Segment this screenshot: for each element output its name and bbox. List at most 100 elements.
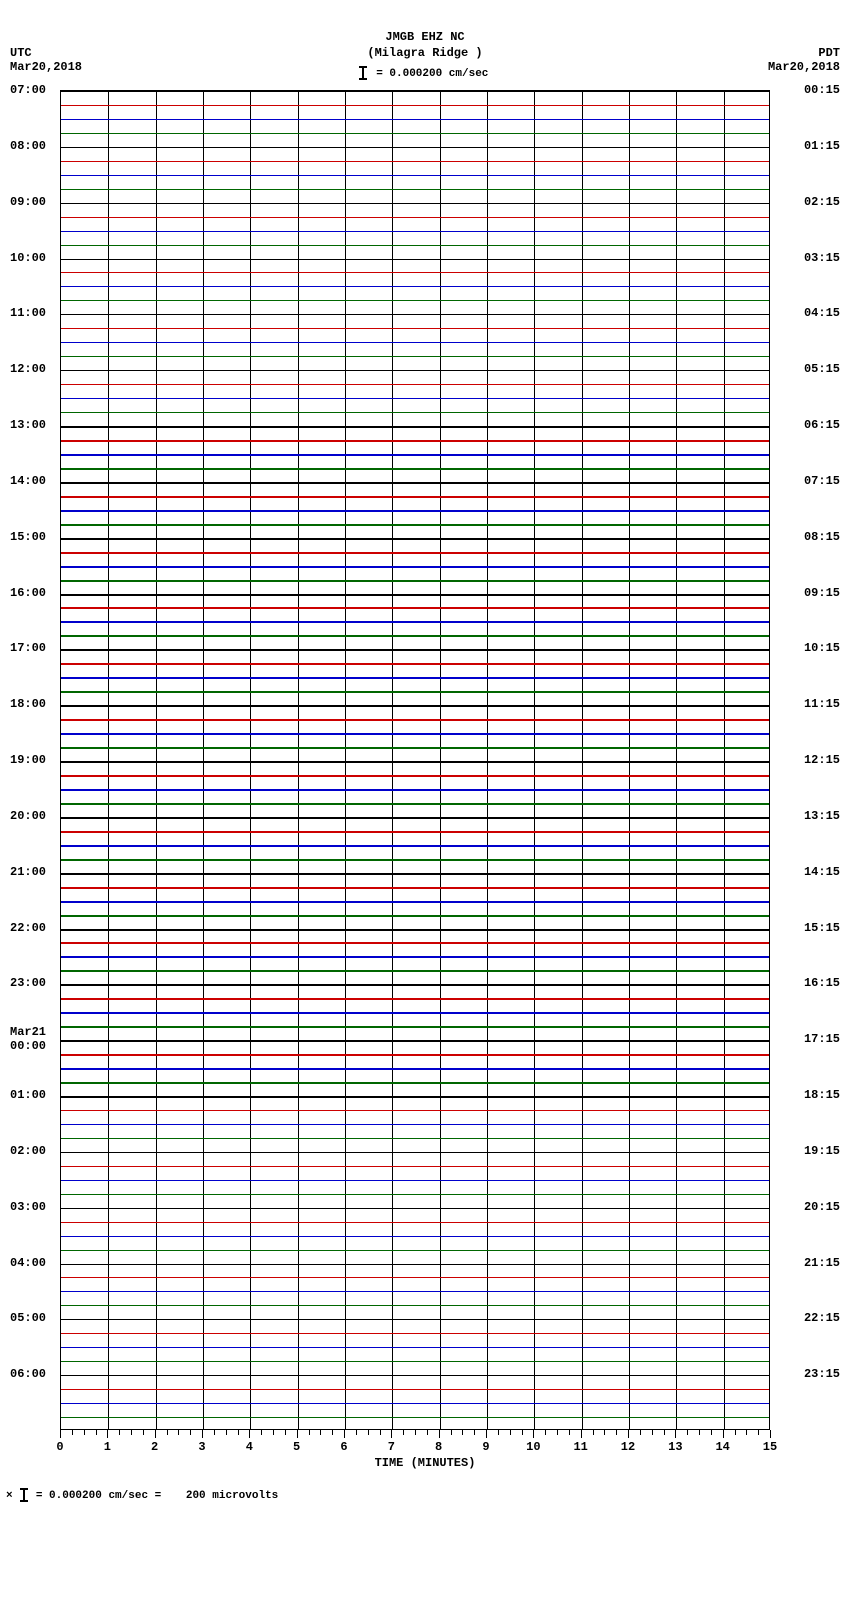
scale-bar-icon bbox=[362, 66, 364, 80]
x-tick-minor bbox=[273, 1430, 274, 1435]
pdt-time-label: 17:15 bbox=[804, 1032, 840, 1046]
seismic-trace bbox=[61, 1250, 769, 1251]
x-tick-minor bbox=[699, 1430, 700, 1435]
x-tick-minor bbox=[119, 1430, 120, 1435]
utc-time-label: 21:00 bbox=[10, 865, 46, 879]
seismic-trace bbox=[61, 1026, 769, 1028]
seismic-trace bbox=[61, 1319, 769, 1320]
seismic-trace bbox=[61, 831, 769, 833]
x-tick-label: 3 bbox=[198, 1440, 205, 1454]
utc-time-label: 18:00 bbox=[10, 697, 46, 711]
x-tick-label: 6 bbox=[340, 1440, 347, 1454]
seismic-trace bbox=[61, 259, 769, 260]
pdt-time-label: 11:15 bbox=[804, 697, 840, 711]
vertical-gridline bbox=[676, 91, 677, 1429]
vertical-gridline bbox=[108, 91, 109, 1429]
x-tick-minor bbox=[640, 1430, 641, 1435]
seismic-trace bbox=[61, 510, 769, 512]
seismic-trace bbox=[61, 217, 769, 218]
seismic-trace bbox=[61, 566, 769, 568]
seismic-trace bbox=[61, 929, 769, 931]
seismic-trace bbox=[61, 1264, 769, 1265]
utc-time-label: 06:00 bbox=[10, 1367, 46, 1381]
seismic-trace bbox=[61, 412, 769, 413]
chart-header: JMGB EHZ NC (Milagra Ridge ) bbox=[0, 30, 850, 60]
seismic-trace bbox=[61, 942, 769, 944]
seismic-trace bbox=[61, 272, 769, 273]
seismic-trace bbox=[61, 775, 769, 777]
seismic-trace bbox=[61, 328, 769, 329]
x-tick-minor bbox=[711, 1430, 712, 1435]
x-tick-minor bbox=[131, 1430, 132, 1435]
seismic-trace bbox=[61, 956, 769, 958]
seismic-trace bbox=[61, 314, 769, 315]
x-tick-minor bbox=[309, 1430, 310, 1435]
x-tick-label: 7 bbox=[388, 1440, 395, 1454]
x-tick-minor bbox=[84, 1430, 85, 1435]
x-tick-minor bbox=[190, 1430, 191, 1435]
x-tick-minor bbox=[498, 1430, 499, 1435]
x-tick-major bbox=[249, 1430, 250, 1438]
seismic-trace bbox=[61, 105, 769, 106]
scale-indicator: = 0.000200 cm/sec bbox=[0, 66, 850, 80]
seismic-trace bbox=[61, 454, 769, 456]
vertical-gridline bbox=[724, 91, 725, 1429]
x-tick-major bbox=[675, 1430, 676, 1438]
x-tick-minor bbox=[403, 1430, 404, 1435]
seismic-trace bbox=[61, 1194, 769, 1195]
seismic-trace bbox=[61, 370, 769, 371]
x-tick-label: 14 bbox=[715, 1440, 729, 1454]
seismic-trace bbox=[61, 1403, 769, 1404]
utc-time-label: 12:00 bbox=[10, 362, 46, 376]
x-tick-major bbox=[533, 1430, 534, 1438]
x-tick-label: 11 bbox=[573, 1440, 587, 1454]
x-tick-minor bbox=[522, 1430, 523, 1435]
pdt-time-label: 22:15 bbox=[804, 1311, 840, 1325]
seismic-trace bbox=[61, 789, 769, 791]
seismic-trace bbox=[61, 1291, 769, 1292]
vertical-gridline bbox=[392, 91, 393, 1429]
seismic-trace bbox=[61, 398, 769, 399]
utc-time-label: 01:00 bbox=[10, 1088, 46, 1102]
utc-time-label: 14:00 bbox=[10, 474, 46, 488]
x-tick-major bbox=[155, 1430, 156, 1438]
vertical-gridline bbox=[440, 91, 441, 1429]
footer-text-left: = 0.000200 cm/sec = bbox=[36, 1490, 161, 1502]
x-tick-minor bbox=[72, 1430, 73, 1435]
x-tick-minor bbox=[652, 1430, 653, 1435]
seismic-trace bbox=[61, 1305, 769, 1306]
pdt-time-label: 12:15 bbox=[804, 753, 840, 767]
seismic-trace bbox=[61, 594, 769, 596]
utc-time-label: 17:00 bbox=[10, 641, 46, 655]
utc-time-label: 22:00 bbox=[10, 921, 46, 935]
utc-time-label: 02:00 bbox=[10, 1144, 46, 1158]
x-tick-label: 13 bbox=[668, 1440, 682, 1454]
seismic-trace bbox=[61, 719, 769, 721]
x-tick-minor bbox=[320, 1430, 321, 1435]
x-tick-label: 15 bbox=[763, 1440, 777, 1454]
x-tick-major bbox=[391, 1430, 392, 1438]
seismic-trace bbox=[61, 482, 769, 484]
seismic-trace bbox=[61, 1096, 769, 1098]
pdt-time-label: 01:15 bbox=[804, 139, 840, 153]
x-tick-minor bbox=[167, 1430, 168, 1435]
seismic-trace bbox=[61, 705, 769, 707]
x-tick-label: 9 bbox=[482, 1440, 489, 1454]
footer-scale: × = 0.000200 cm/sec = 200 microvolts bbox=[6, 1488, 278, 1502]
seismic-trace bbox=[61, 119, 769, 120]
seismic-trace bbox=[61, 901, 769, 903]
seismic-trace bbox=[61, 970, 769, 972]
utc-time-label: 16:00 bbox=[10, 586, 46, 600]
seismic-trace bbox=[61, 1138, 769, 1139]
pdt-time-label: 03:15 bbox=[804, 251, 840, 265]
footer-scale-bar-icon bbox=[23, 1488, 25, 1502]
seismic-trace bbox=[61, 1082, 769, 1084]
station-code: JMGB EHZ NC bbox=[0, 30, 850, 44]
utc-time-label: 19:00 bbox=[10, 753, 46, 767]
x-tick-minor bbox=[545, 1430, 546, 1435]
seismic-trace bbox=[61, 649, 769, 651]
seismic-trace bbox=[61, 1222, 769, 1223]
seismic-trace bbox=[61, 203, 769, 204]
pdt-time-label: 18:15 bbox=[804, 1088, 840, 1102]
seismic-trace bbox=[61, 1040, 769, 1042]
